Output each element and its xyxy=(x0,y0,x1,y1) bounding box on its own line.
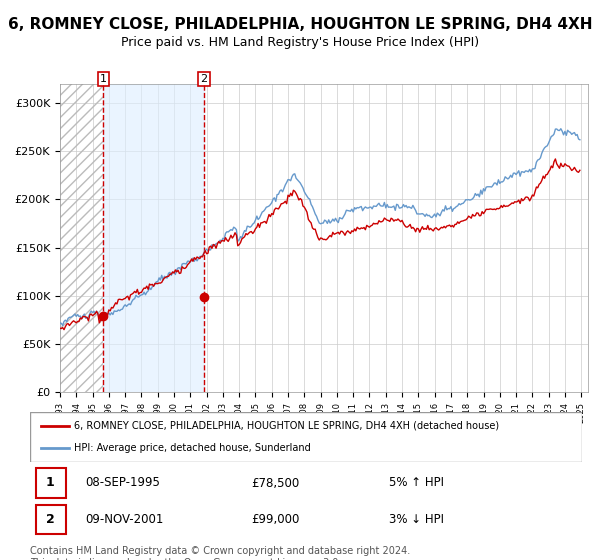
Text: 2: 2 xyxy=(46,513,55,526)
Text: 09-NOV-2001: 09-NOV-2001 xyxy=(85,513,164,526)
Text: Contains HM Land Registry data © Crown copyright and database right 2024.
This d: Contains HM Land Registry data © Crown c… xyxy=(30,546,410,560)
Text: 6, ROMNEY CLOSE, PHILADELPHIA, HOUGHTON LE SPRING, DH4 4XH (detached house): 6, ROMNEY CLOSE, PHILADELPHIA, HOUGHTON … xyxy=(74,421,499,431)
Text: 5% ↑ HPI: 5% ↑ HPI xyxy=(389,477,444,489)
FancyBboxPatch shape xyxy=(30,412,582,462)
Text: Price paid vs. HM Land Registry's House Price Index (HPI): Price paid vs. HM Land Registry's House … xyxy=(121,36,479,49)
Bar xyxy=(60,84,103,392)
Text: 6, ROMNEY CLOSE, PHILADELPHIA, HOUGHTON LE SPRING, DH4 4XH: 6, ROMNEY CLOSE, PHILADELPHIA, HOUGHTON … xyxy=(8,17,592,32)
Text: 1: 1 xyxy=(100,74,107,84)
Bar xyxy=(60,84,103,392)
Text: 1: 1 xyxy=(46,477,55,489)
FancyBboxPatch shape xyxy=(35,505,66,534)
Bar xyxy=(103,84,204,392)
Text: £99,000: £99,000 xyxy=(251,513,299,526)
Text: HPI: Average price, detached house, Sunderland: HPI: Average price, detached house, Sund… xyxy=(74,443,311,453)
Text: 3% ↓ HPI: 3% ↓ HPI xyxy=(389,513,444,526)
Text: £78,500: £78,500 xyxy=(251,477,299,489)
Text: 08-SEP-1995: 08-SEP-1995 xyxy=(85,477,160,489)
Text: 2: 2 xyxy=(200,74,208,84)
FancyBboxPatch shape xyxy=(35,468,66,498)
